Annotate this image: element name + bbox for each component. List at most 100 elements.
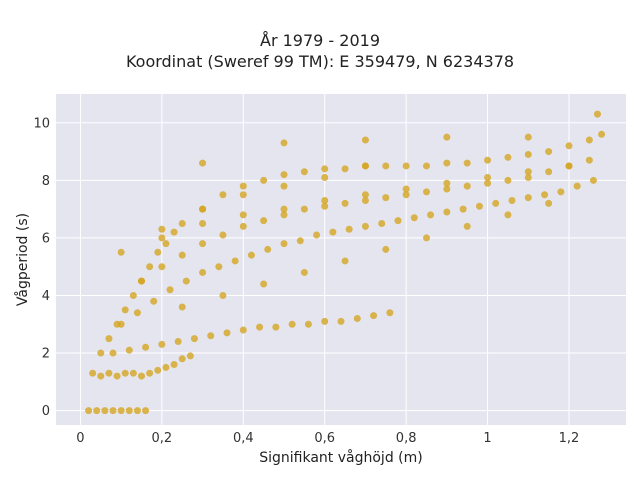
y-tick-label: 0 bbox=[42, 404, 50, 419]
data-point bbox=[361, 191, 369, 199]
data-point bbox=[207, 332, 215, 340]
x-tick-label: 0,2 bbox=[152, 431, 173, 446]
data-point bbox=[378, 220, 386, 228]
data-point bbox=[443, 185, 451, 193]
x-axis-ticks: 0 0,2 0,4 0,6 0,8 1 1,2 bbox=[76, 431, 579, 446]
data-point bbox=[129, 369, 137, 377]
data-point bbox=[341, 165, 349, 173]
data-point bbox=[280, 139, 288, 147]
data-point bbox=[557, 188, 565, 196]
data-point bbox=[158, 263, 166, 271]
data-point bbox=[117, 407, 125, 415]
data-point bbox=[484, 156, 492, 164]
data-point bbox=[341, 199, 349, 207]
y-tick-label: 2 bbox=[42, 347, 50, 362]
chart-title: År 1979 - 2019 Koordinat (Sweref 99 TM):… bbox=[0, 30, 640, 72]
data-point bbox=[199, 268, 207, 276]
data-point bbox=[219, 291, 227, 299]
data-point bbox=[199, 240, 207, 248]
data-point bbox=[475, 202, 483, 210]
data-point bbox=[174, 338, 182, 346]
data-point bbox=[423, 162, 430, 170]
data-point bbox=[300, 168, 308, 176]
data-point bbox=[272, 323, 280, 331]
data-point bbox=[146, 263, 154, 271]
chart-title-line-2: Koordinat (Sweref 99 TM): E 359479, N 62… bbox=[125, 52, 515, 71]
data-point bbox=[260, 280, 268, 288]
data-point bbox=[166, 286, 174, 294]
data-point bbox=[410, 214, 418, 222]
data-point bbox=[190, 335, 198, 343]
data-point bbox=[280, 240, 288, 248]
data-point bbox=[142, 343, 150, 351]
data-point bbox=[146, 369, 154, 377]
data-point bbox=[125, 407, 133, 415]
y-axis-title: Vågperiod (s) bbox=[14, 213, 31, 306]
data-point bbox=[589, 176, 597, 184]
data-point bbox=[170, 228, 178, 236]
data-point bbox=[239, 326, 247, 334]
data-point bbox=[545, 199, 553, 207]
data-point bbox=[313, 231, 321, 239]
data-point bbox=[545, 168, 553, 176]
data-point bbox=[138, 372, 145, 380]
data-point bbox=[113, 372, 121, 380]
data-point bbox=[117, 248, 125, 256]
data-point bbox=[463, 159, 471, 167]
data-point bbox=[178, 251, 186, 259]
data-point bbox=[443, 208, 451, 216]
data-point bbox=[280, 205, 288, 213]
data-point bbox=[215, 263, 223, 271]
data-point bbox=[186, 352, 194, 360]
data-point bbox=[199, 220, 207, 228]
x-tick-label: 0 bbox=[76, 431, 84, 446]
data-point bbox=[443, 159, 451, 167]
data-point bbox=[223, 329, 231, 337]
data-point bbox=[370, 312, 378, 320]
data-point bbox=[427, 211, 435, 219]
data-point bbox=[239, 211, 247, 219]
data-point bbox=[573, 182, 581, 190]
data-point bbox=[158, 225, 166, 233]
data-point bbox=[288, 320, 296, 328]
data-point bbox=[89, 369, 97, 377]
data-point bbox=[504, 153, 512, 161]
data-point bbox=[361, 136, 369, 144]
data-point bbox=[129, 291, 137, 299]
data-point bbox=[382, 194, 390, 202]
data-point bbox=[382, 245, 390, 253]
data-point bbox=[484, 173, 492, 181]
data-points bbox=[85, 110, 606, 415]
data-point bbox=[280, 182, 288, 190]
data-point bbox=[386, 309, 394, 317]
data-point bbox=[260, 217, 268, 225]
data-point bbox=[345, 225, 353, 233]
data-point bbox=[321, 173, 329, 181]
data-point bbox=[524, 133, 532, 141]
data-point bbox=[524, 173, 532, 181]
data-point bbox=[239, 191, 247, 199]
data-point bbox=[565, 142, 573, 150]
data-point bbox=[178, 220, 186, 228]
data-point bbox=[463, 222, 471, 230]
data-point bbox=[484, 179, 492, 187]
data-point bbox=[133, 407, 141, 415]
data-point bbox=[93, 407, 101, 415]
data-point bbox=[97, 349, 105, 357]
data-point bbox=[239, 222, 247, 230]
data-point bbox=[443, 179, 451, 187]
data-point bbox=[459, 205, 467, 213]
y-tick-label: 10 bbox=[33, 116, 50, 131]
data-point bbox=[321, 317, 329, 325]
data-point bbox=[158, 234, 166, 242]
data-point bbox=[247, 251, 255, 259]
data-point bbox=[256, 323, 264, 331]
data-point bbox=[109, 349, 117, 357]
data-point bbox=[341, 257, 349, 265]
data-point bbox=[321, 196, 329, 204]
data-point bbox=[585, 136, 593, 144]
data-point bbox=[85, 407, 93, 415]
data-point bbox=[545, 148, 553, 156]
data-point bbox=[361, 222, 369, 230]
data-point bbox=[463, 182, 471, 190]
